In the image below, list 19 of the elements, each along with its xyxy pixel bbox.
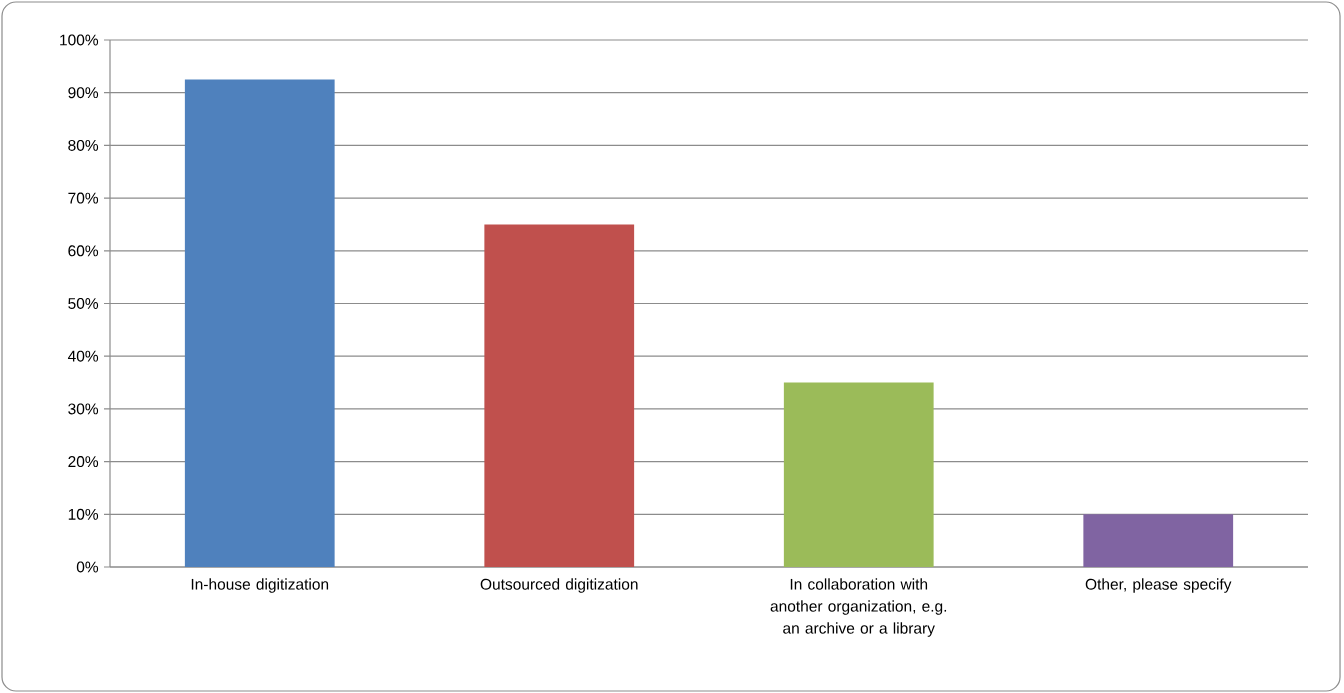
x-tick-label: Outsourced digitization [480, 578, 638, 593]
y-tick-label: 0% [76, 561, 99, 573]
y-tick-label: 100% [60, 34, 99, 46]
y-tick-label: 20% [68, 456, 99, 468]
y-tick-label: 30% [68, 403, 99, 415]
x-tick-label: Other, please specify [1085, 578, 1232, 593]
bar [783, 382, 934, 567]
y-tick-label: 50% [68, 298, 99, 309]
bar [1083, 514, 1234, 567]
y-tick-label: 60% [68, 245, 99, 257]
y-tick-label: 40% [67, 350, 99, 362]
y-tick-label: 10% [68, 508, 99, 520]
y-tick-label: 90% [68, 87, 99, 99]
y-tick-label: 70% [68, 192, 99, 204]
x-tick-label: In collaboration with another organization, e.g. an archive or a library [770, 578, 947, 637]
y-tick-label: 80% [68, 139, 99, 151]
x-tick-label: In-house digitization [191, 578, 329, 593]
bar [184, 79, 335, 567]
bar [484, 224, 635, 567]
